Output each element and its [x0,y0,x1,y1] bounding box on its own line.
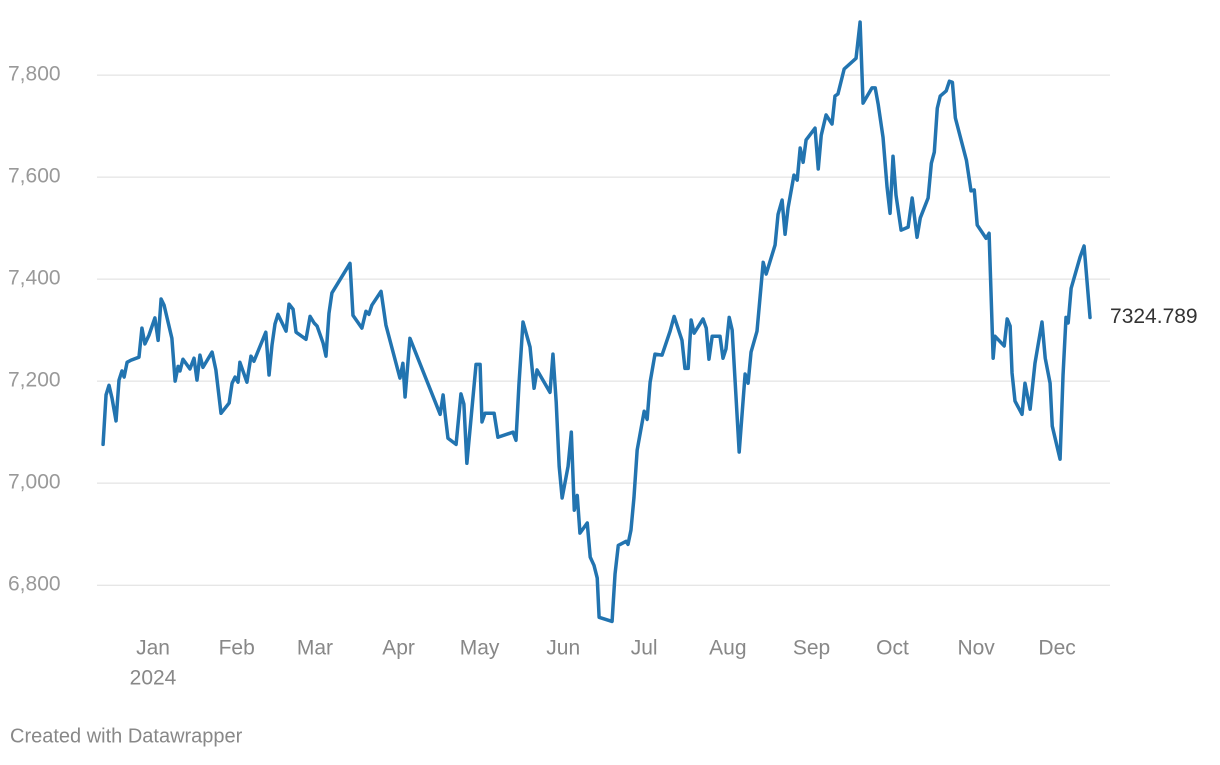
x-tick-sublabel: 2024 [130,667,177,690]
end-value-label: 7324.789 [1110,305,1198,328]
x-tick-label: Jun [546,637,580,660]
y-tick-label: 7,200 [8,369,61,392]
x-tick-label: Sep [793,637,830,660]
y-tick-label: 7,600 [8,165,61,188]
credit: Created with Datawrapper [10,725,243,747]
x-tick-label: Jul [631,637,658,660]
y-tick-label: 7,800 [8,63,61,86]
y-tick-label: 7,000 [8,471,61,494]
x-tick-label: Aug [709,637,746,660]
x-tick-label: Nov [957,637,995,660]
x-tick-label: May [460,637,500,660]
y-tick-label: 6,800 [8,573,61,596]
x-tick-label: Mar [297,637,333,660]
line [101,20,1092,624]
x-tick-label: Jan [136,637,170,660]
x-tick-label: Feb [219,637,255,660]
y-tick-label: 7,400 [8,267,61,290]
x-tick-label: Apr [382,637,415,660]
x-tick-label: Dec [1038,637,1075,660]
x-tick-label: Oct [876,637,909,660]
